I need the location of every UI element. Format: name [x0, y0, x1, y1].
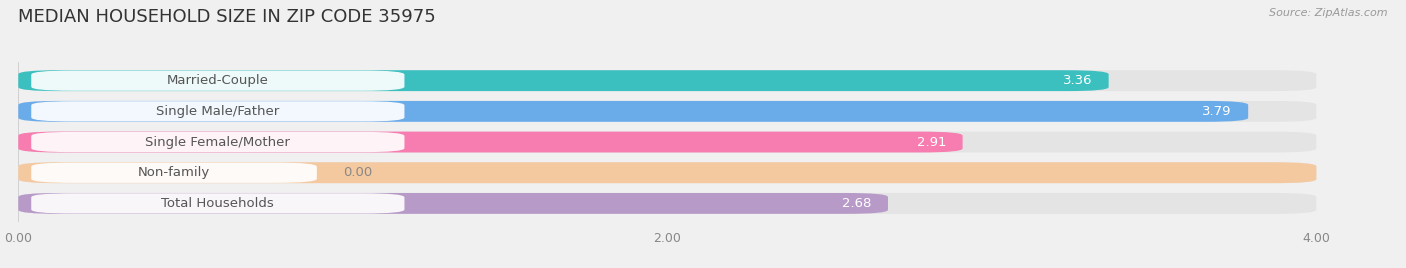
Text: Source: ZipAtlas.com: Source: ZipAtlas.com [1270, 8, 1388, 18]
Text: Non-family: Non-family [138, 166, 209, 179]
Text: Single Male/Father: Single Male/Father [156, 105, 280, 118]
FancyBboxPatch shape [18, 70, 1109, 91]
FancyBboxPatch shape [18, 162, 1316, 183]
FancyBboxPatch shape [18, 162, 1316, 183]
FancyBboxPatch shape [31, 193, 405, 214]
FancyBboxPatch shape [18, 70, 1316, 91]
FancyBboxPatch shape [18, 132, 1316, 152]
FancyBboxPatch shape [31, 163, 316, 183]
Text: 2.68: 2.68 [842, 197, 872, 210]
Text: 2.91: 2.91 [917, 136, 946, 148]
FancyBboxPatch shape [31, 101, 405, 121]
Text: 0.00: 0.00 [343, 166, 373, 179]
FancyBboxPatch shape [18, 132, 963, 152]
Text: 3.36: 3.36 [1063, 74, 1092, 87]
Text: Married-Couple: Married-Couple [167, 74, 269, 87]
Text: Total Households: Total Households [162, 197, 274, 210]
FancyBboxPatch shape [18, 193, 1316, 214]
FancyBboxPatch shape [18, 193, 889, 214]
FancyBboxPatch shape [18, 101, 1249, 122]
Text: 3.79: 3.79 [1202, 105, 1232, 118]
FancyBboxPatch shape [31, 70, 405, 91]
FancyBboxPatch shape [18, 101, 1316, 122]
FancyBboxPatch shape [31, 132, 405, 152]
Text: MEDIAN HOUSEHOLD SIZE IN ZIP CODE 35975: MEDIAN HOUSEHOLD SIZE IN ZIP CODE 35975 [18, 8, 436, 26]
Text: Single Female/Mother: Single Female/Mother [145, 136, 290, 148]
